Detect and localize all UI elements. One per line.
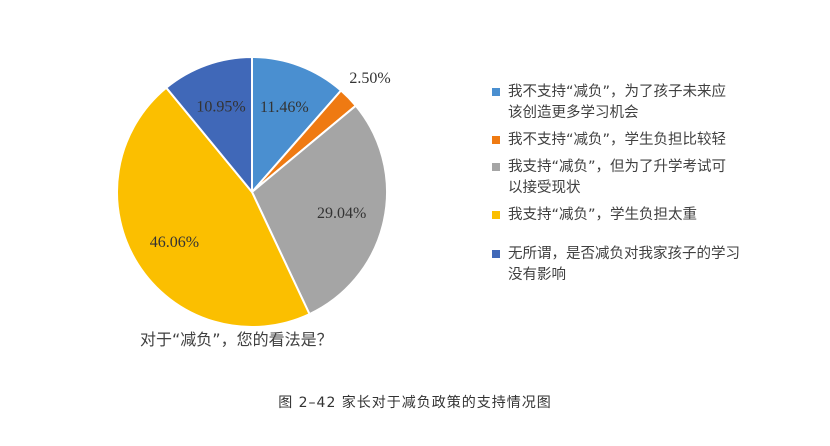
pie-chart: 11.46% 2.50% 29.04% 46.06% 10.95% (116, 55, 391, 328)
legend-swatch (492, 136, 500, 144)
legend-item: 我支持“减负”，学生负担太重 (490, 205, 740, 226)
data-label: 11.46% (260, 99, 309, 116)
legend-item: 我不支持“减负”，为了孩子未来应该创造更多学习机会 (490, 82, 740, 124)
data-label: 46.06% (150, 234, 199, 251)
legend-item: 无所谓，是否减负对我家孩子的学习没有影响 (490, 244, 740, 286)
figure-caption: 图 2–42 家长对于减负政策的支持情况图 (278, 395, 552, 411)
legend-label: 我支持“减负”，但为了升学考试可以接受现状 (508, 159, 727, 196)
pie-slice (164, 55, 253, 195)
legend-label: 我支持“减负”，学生负担太重 (508, 207, 698, 223)
pie-slice (251, 55, 343, 195)
legend-label: 我不支持“减负”，为了孩子未来应该创造更多学习机会 (508, 84, 727, 121)
legend-swatch (492, 163, 500, 171)
legend-label: 无所谓，是否减负对我家孩子的学习没有影响 (508, 246, 740, 283)
legend: 我不支持“减负”，为了孩子未来应该创造更多学习机会 我不支持“减负”，学生负担比… (490, 82, 740, 292)
legend-swatch (492, 211, 500, 219)
data-label: 10.95% (196, 99, 245, 116)
data-label: 2.50% (349, 70, 390, 87)
legend-swatch (492, 250, 500, 258)
chart-title: 对于“减负”，您的看法是？ (140, 330, 333, 349)
data-label: 29.04% (317, 205, 366, 222)
legend-swatch (492, 88, 500, 96)
pie-slice (116, 86, 311, 328)
legend-item: 我支持“减负”，但为了升学考试可以接受现状 (490, 157, 740, 199)
legend-item: 我不支持“减负”，学生负担比较轻 (490, 130, 740, 151)
legend-label: 我不支持“减负”，学生负担比较轻 (508, 132, 727, 148)
